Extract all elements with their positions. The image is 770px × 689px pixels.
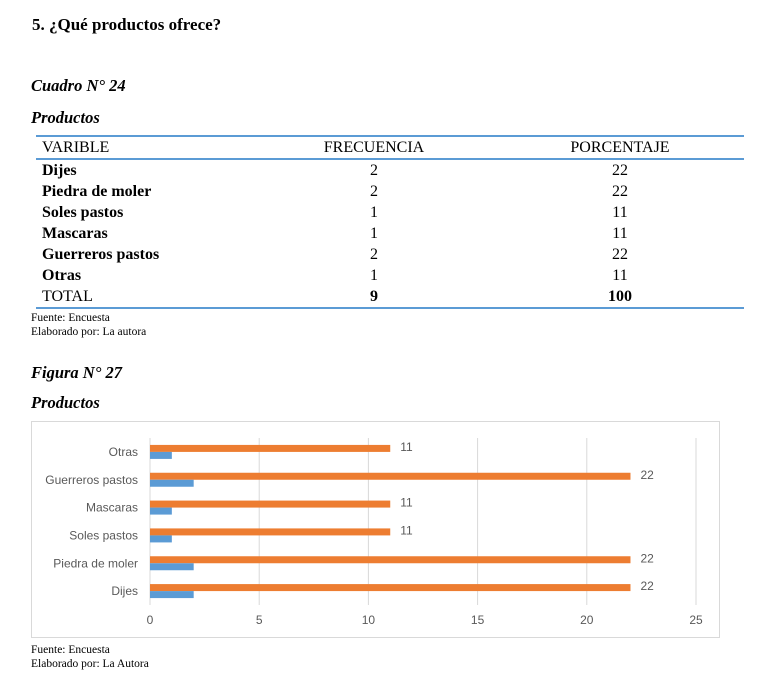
table-row: Guerreros pastos 2 22 [36, 244, 744, 265]
header-frequency: FRECUENCIA [323, 139, 425, 156]
bar-porcentaje [150, 472, 631, 480]
row-label: Mascaras [42, 225, 108, 242]
figure-source-note: Fuente: Encuesta [31, 644, 110, 656]
table-row: Dijes 2 22 [36, 159, 744, 181]
data-label: 11 [400, 440, 413, 454]
bar-porcentaje [150, 584, 631, 592]
row-label: Piedra de moler [42, 183, 152, 200]
y-category-label: Piedra de moler [53, 556, 138, 570]
table-row: Soles pastos 1 11 [36, 202, 744, 223]
row-percentage: 22 [612, 183, 628, 200]
table-row: Mascaras 1 11 [36, 223, 744, 244]
table-header-row: VARIBLE FRECUENCIA PORCENTAJE [36, 136, 744, 159]
total-frequency: 9 [370, 288, 378, 305]
row-frequency: 2 [370, 183, 378, 200]
x-tick-label: 0 [147, 613, 154, 627]
figure-caption-title: Productos [31, 393, 100, 412]
table-caption-title: Productos [31, 108, 100, 127]
figure-caption-number: Figura N° 27 [31, 363, 122, 382]
data-label: 22 [640, 551, 654, 565]
table-row: Piedra de moler 2 22 [36, 181, 744, 202]
bar-porcentaje [150, 444, 391, 452]
bar-chart: 0 5 10 15 20 25 Dijes 22 Piedra de moler 22 Soles … [31, 421, 720, 638]
x-tick-label: 10 [362, 613, 376, 627]
y-category-label: Dijes [111, 584, 138, 598]
row-frequency: 1 [370, 267, 378, 284]
y-category-label: Mascaras [86, 501, 138, 515]
table-source-note: Fuente: Encuesta [31, 312, 110, 324]
products-table: VARIBLE FRECUENCIA PORCENTAJE Dijes 2 22… [36, 135, 744, 309]
data-label: 22 [640, 579, 654, 593]
y-category-label: Otras [109, 445, 138, 459]
question-heading: 5. ¿Qué productos ofrece? [32, 15, 222, 34]
bar-chart-svg: 0 5 10 15 20 25 Dijes 22 Piedra de moler 22 Soles … [45, 438, 703, 627]
bar-frecuencia [150, 479, 194, 487]
total-percentage: 100 [608, 288, 632, 305]
table-author-note: Elaborado por: La autora [31, 326, 147, 338]
data-label: 11 [400, 523, 413, 537]
y-category-label: Guerreros pastos [45, 473, 138, 487]
row-percentage: 11 [612, 225, 628, 242]
table-total-row: TOTAL 9 100 [36, 286, 744, 308]
y-category-label: Soles pastos [69, 528, 138, 542]
bar-frecuencia [150, 563, 194, 571]
x-tick-label: 15 [471, 613, 485, 627]
row-percentage: 11 [612, 267, 628, 284]
data-label: 11 [400, 496, 413, 510]
row-frequency: 2 [370, 162, 378, 179]
row-frequency: 1 [370, 225, 378, 242]
row-label: Soles pastos [42, 204, 124, 221]
x-tick-label: 20 [580, 613, 594, 627]
table-row: Otras 1 11 [36, 265, 744, 286]
row-percentage: 11 [612, 204, 628, 221]
row-label: Otras [42, 267, 82, 284]
x-tick-label: 25 [689, 613, 703, 627]
row-label: Guerreros pastos [42, 246, 160, 263]
x-tick-label: 5 [256, 613, 263, 627]
data-label: 22 [640, 468, 654, 482]
row-frequency: 2 [370, 246, 378, 263]
row-label: Dijes [42, 162, 77, 179]
bar-frecuencia [150, 451, 172, 459]
row-frequency: 1 [370, 204, 378, 221]
bar-frecuencia [150, 591, 194, 599]
bar-frecuencia [150, 507, 172, 515]
total-label: TOTAL [42, 288, 93, 305]
bar-porcentaje [150, 500, 391, 508]
table-caption-number: Cuadro N° 24 [31, 76, 126, 95]
row-percentage: 22 [612, 162, 628, 179]
header-percentage: PORCENTAJE [570, 139, 670, 156]
bar-frecuencia [150, 535, 172, 543]
bar-porcentaje [150, 556, 631, 564]
figure-author-note: Elaborado por: La Autora [31, 658, 149, 670]
bar-porcentaje [150, 528, 391, 536]
header-variable: VARIBLE [42, 139, 110, 156]
row-percentage: 22 [612, 246, 628, 263]
